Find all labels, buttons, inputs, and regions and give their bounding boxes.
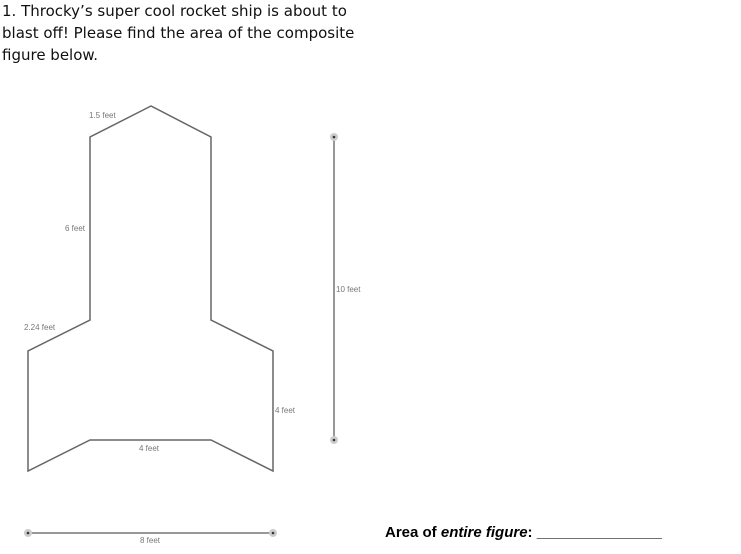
answer-suffix: : [527, 524, 537, 541]
rocket-outline [27, 105, 274, 473]
label-body-side: 6 feet [65, 224, 86, 233]
question-text: 1. Throcky’s super cool rocket ship is a… [2, 0, 362, 66]
height-dimension-line: 10 feet [330, 133, 361, 444]
answer-prompt: Area of entire figure: _______________ [385, 524, 662, 541]
answer-blank[interactable]: _______________ [536, 524, 662, 541]
label-total-width: 8 feet [140, 536, 161, 545]
label-nose-side: 1.5 feet [89, 111, 116, 120]
answer-prefix: Area of [385, 524, 441, 541]
question-number: 1. [2, 2, 17, 20]
question-body: Throcky’s super cool rocket ship is abou… [2, 2, 355, 64]
label-bottom-inner: 4 feet [139, 444, 160, 453]
label-total-height: 10 feet [336, 285, 361, 294]
width-dimension-line: 8 feet [24, 529, 277, 545]
label-fin-slant: 2.24 feet [24, 323, 56, 332]
answer-emphasis: entire figure [440, 524, 528, 541]
label-fin-side: 4 feet [275, 406, 296, 415]
